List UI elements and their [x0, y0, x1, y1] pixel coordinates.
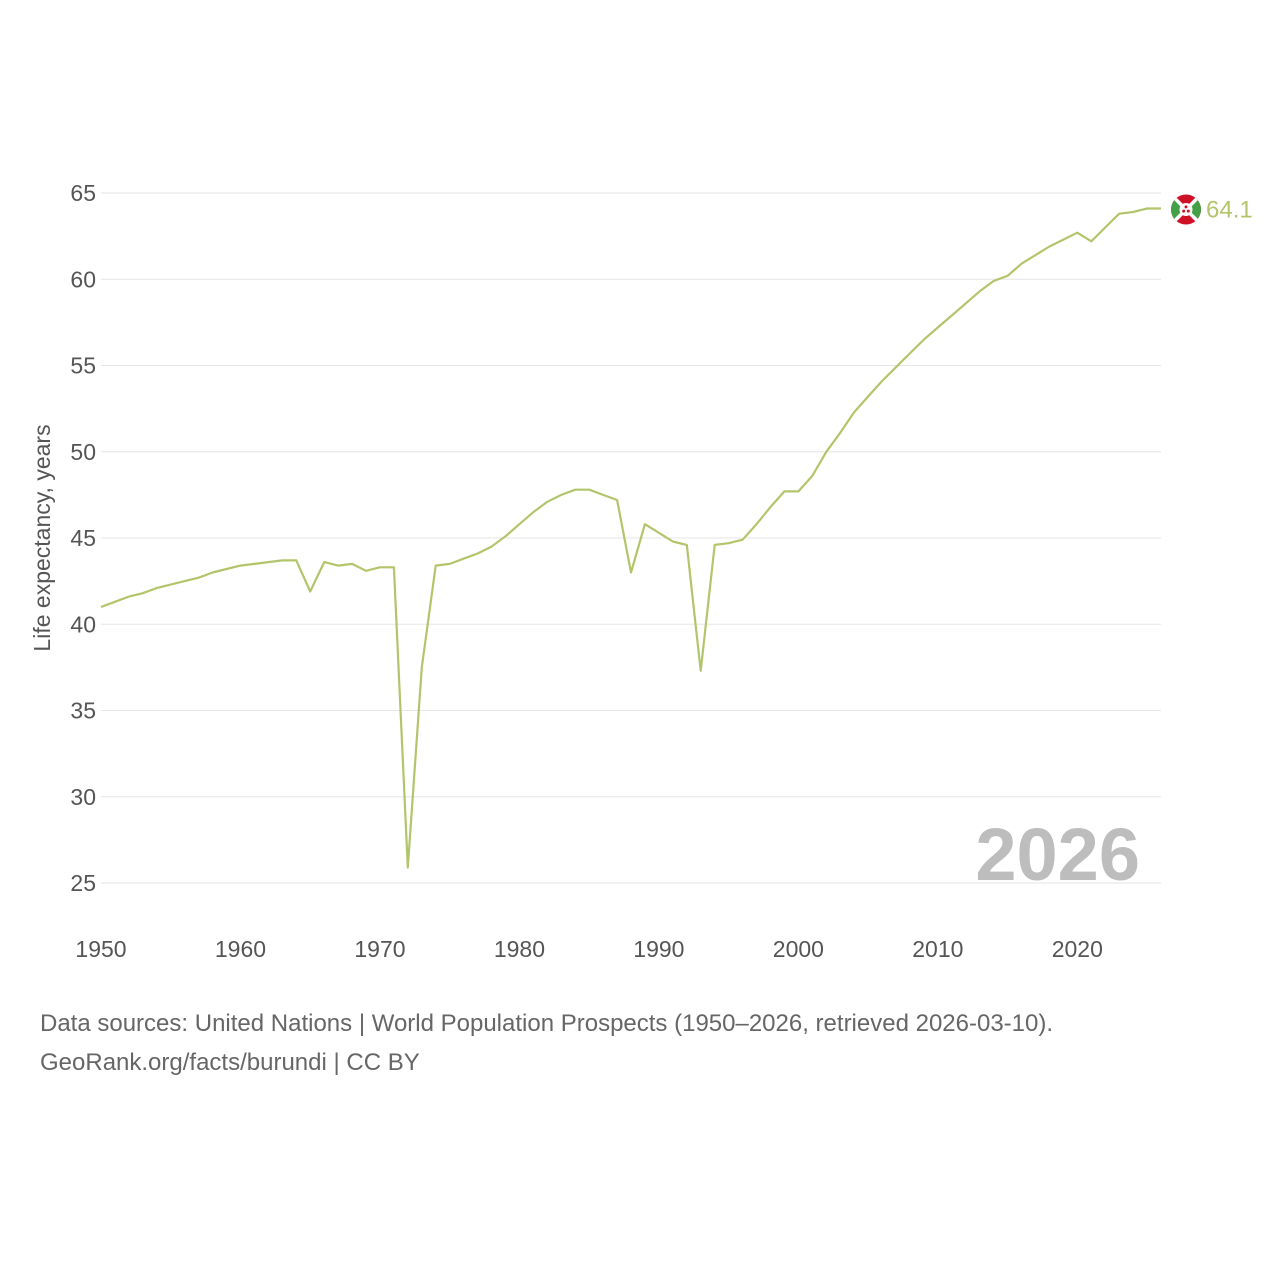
series-line-burundi: [100, 207, 1161, 869]
x-axis-ticks: 1950 1960 1970 1980 1990 2000 2010 2020: [75, 936, 1102, 962]
grid-lines: [101, 192, 1161, 884]
y-tick-label: 65: [70, 180, 96, 206]
chart-footer: Data sources: United Nations | World Pop…: [40, 1004, 1053, 1082]
year-watermark: 2026: [975, 813, 1140, 896]
y-axis-ticks: 25 30 35 40 45 50 55 60 65: [70, 180, 96, 896]
x-tick-label: 1980: [494, 936, 545, 962]
y-tick-label: 35: [70, 698, 96, 724]
y-tick-label: 50: [70, 439, 96, 465]
y-tick-label: 60: [70, 266, 96, 292]
y-tick-label: 45: [70, 525, 96, 551]
x-tick-label: 2020: [1052, 936, 1103, 962]
life-expectancy-chart: 25 30 35 40 45 50 55 60 65 1950 1960 1970 1980 1990 2…: [29, 180, 1253, 962]
y-tick-label: 30: [70, 784, 96, 810]
credit-link[interactable]: GeoRank.org/facts/burundi | CC BY: [40, 1049, 420, 1076]
x-tick-label: 1960: [215, 936, 266, 962]
y-tick-label: 40: [70, 611, 96, 637]
x-tick-label: 2010: [912, 936, 963, 962]
end-value-label: 64.1: [1206, 197, 1253, 224]
y-axis-label: Life expectancy, years: [29, 424, 55, 651]
x-tick-label: 1970: [354, 936, 405, 962]
y-tick-label: 25: [70, 870, 96, 896]
x-tick-label: 1950: [75, 936, 126, 962]
data-sources-note: Data sources: United Nations | World Pop…: [40, 1010, 1054, 1037]
y-tick-label: 55: [70, 353, 96, 379]
burundi-flag-icon: [1171, 194, 1201, 225]
x-tick-label: 2000: [773, 936, 824, 962]
series-group: 64.1: [100, 194, 1253, 869]
x-tick-label: 1990: [633, 936, 684, 962]
